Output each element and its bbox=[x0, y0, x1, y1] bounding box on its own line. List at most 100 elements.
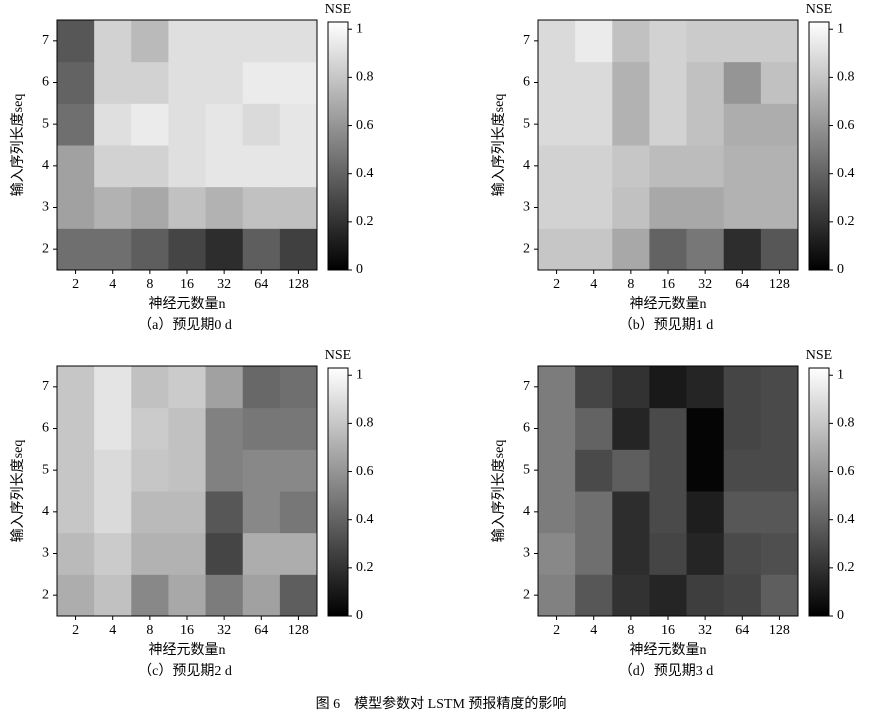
colorbar-tick-label: 0.6 bbox=[356, 464, 374, 479]
x-tick-label: 2 bbox=[72, 277, 79, 292]
heatmap-cell bbox=[131, 145, 169, 188]
heatmap-cell bbox=[242, 449, 281, 492]
heatmap-cell bbox=[57, 228, 95, 271]
heatmap-cell bbox=[94, 491, 132, 534]
heatmap-cell bbox=[57, 532, 95, 575]
heatmap-cell bbox=[612, 407, 650, 450]
heatmap-cell bbox=[94, 449, 132, 492]
heatmap-cell bbox=[94, 20, 132, 63]
x-tick-label: 64 bbox=[735, 277, 749, 292]
heatmap-cell bbox=[760, 61, 799, 104]
heatmap-cell bbox=[57, 145, 95, 188]
y-tick-label: 7 bbox=[523, 379, 530, 394]
heatmap-cell bbox=[760, 574, 799, 617]
heatmap-cell bbox=[242, 366, 281, 409]
heatmap-cell bbox=[575, 407, 613, 450]
heatmap-cell bbox=[723, 103, 762, 146]
heatmap-cell bbox=[760, 103, 799, 146]
x-tick-label: 8 bbox=[146, 277, 153, 292]
x-axis-label: 神经元数量n bbox=[630, 296, 707, 312]
heatmap-cell bbox=[168, 366, 207, 409]
heatmap-cell bbox=[686, 20, 725, 63]
heatmap-cell bbox=[205, 407, 244, 450]
x-axis-label: 神经元数量n bbox=[149, 642, 226, 658]
heatmap-cell bbox=[649, 186, 688, 229]
heatmap-cell bbox=[57, 491, 95, 534]
panel-caption: （d）预见期3 d bbox=[619, 663, 714, 679]
heatmap-cell bbox=[242, 103, 281, 146]
heatmap-cell bbox=[760, 145, 799, 188]
heatmap-cell bbox=[131, 61, 169, 104]
heatmap-cell bbox=[686, 366, 725, 409]
heatmap-cell bbox=[205, 532, 244, 575]
heatmap-cell bbox=[538, 366, 576, 409]
heatmap-cell bbox=[94, 407, 132, 450]
x-tick-label: 2 bbox=[553, 623, 560, 638]
y-tick-label: 5 bbox=[42, 462, 49, 477]
heatmap-cell bbox=[205, 61, 244, 104]
heatmap-cell bbox=[612, 366, 650, 409]
colorbar-tick-label: 0.2 bbox=[837, 560, 855, 575]
colorbar-tick-label: 1 bbox=[837, 367, 844, 382]
heatmap-cell bbox=[538, 103, 576, 146]
heatmap-cell bbox=[723, 449, 762, 492]
x-tick-label: 16 bbox=[661, 623, 675, 638]
colorbar-tick-label: 0 bbox=[356, 262, 363, 277]
heatmap-cell bbox=[242, 491, 281, 534]
heatmap-cell bbox=[686, 407, 725, 450]
heatmap-cell bbox=[205, 145, 244, 188]
heatmap-cell bbox=[205, 366, 244, 409]
heatmap-cell bbox=[538, 574, 576, 617]
x-tick-label: 32 bbox=[698, 277, 712, 292]
heatmap-cell bbox=[723, 574, 762, 617]
colorbar-label: NSE bbox=[325, 2, 351, 17]
colorbar-tick-label: 0.6 bbox=[837, 464, 855, 479]
heatmap-cell bbox=[612, 532, 650, 575]
heatmap-cell bbox=[242, 532, 281, 575]
heatmap-cell bbox=[575, 186, 613, 229]
y-tick-label: 7 bbox=[523, 33, 530, 48]
colorbar-tick-label: 0 bbox=[837, 608, 844, 623]
heatmap-cell bbox=[538, 228, 576, 271]
heatmap-cell bbox=[538, 20, 576, 63]
heatmap-cell bbox=[168, 449, 207, 492]
heatmap-cell bbox=[131, 228, 169, 271]
heatmap-cell bbox=[94, 103, 132, 146]
heatmap-cell bbox=[612, 145, 650, 188]
y-axis-label: 输入序列长度seq bbox=[491, 440, 507, 543]
heatmap-cell bbox=[168, 61, 207, 104]
heatmap-cell bbox=[57, 186, 95, 229]
colorbar-tick-label: 0.8 bbox=[356, 70, 374, 85]
heatmap-cell bbox=[760, 532, 799, 575]
figure-caption: 图 6 模型参数对 LSTM 预报精度的影响 bbox=[316, 695, 567, 712]
colorbar bbox=[327, 21, 349, 271]
y-tick-label: 2 bbox=[523, 587, 530, 602]
heatmap-cell bbox=[686, 103, 725, 146]
y-tick-label: 5 bbox=[523, 116, 530, 131]
heatmap-cell bbox=[612, 20, 650, 63]
heatmap-cell bbox=[723, 491, 762, 534]
colorbar-tick-label: 0.8 bbox=[837, 416, 855, 431]
x-tick-label: 8 bbox=[146, 623, 153, 638]
colorbar-label: NSE bbox=[806, 2, 832, 17]
y-axis-label: 输入序列长度seq bbox=[10, 94, 26, 197]
colorbar bbox=[808, 21, 830, 271]
heatmap-cell bbox=[205, 103, 244, 146]
colorbar-label: NSE bbox=[325, 348, 351, 363]
x-tick-label: 4 bbox=[109, 277, 116, 292]
heatmap-cell bbox=[612, 103, 650, 146]
heatmap-cell bbox=[723, 20, 762, 63]
heatmap-cell bbox=[760, 366, 799, 409]
heatmap-cell bbox=[242, 61, 281, 104]
x-tick-label: 128 bbox=[288, 623, 309, 638]
x-tick-label: 2 bbox=[553, 277, 560, 292]
heatmap-cell bbox=[649, 574, 688, 617]
heatmap-cell bbox=[279, 145, 318, 188]
heatmap-cell bbox=[538, 186, 576, 229]
colorbar-tick-label: 0.4 bbox=[837, 512, 855, 527]
colorbar-tick-label: 1 bbox=[356, 367, 363, 382]
heatmap-cell bbox=[57, 407, 95, 450]
heatmap-cell bbox=[649, 61, 688, 104]
heatmap-cell bbox=[686, 186, 725, 229]
x-tick-label: 32 bbox=[698, 623, 712, 638]
